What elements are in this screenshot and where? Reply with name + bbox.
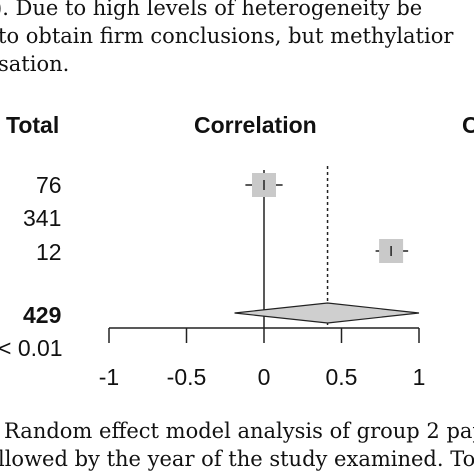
paper-text-line-2: to obtain firm conclusions, but methylat… [0,24,454,48]
summary-total: 429 [23,302,62,328]
x-tick-label: -0.5 [166,364,207,390]
x-tick-label: 0.5 [325,364,358,390]
caption-line-2: llowed by the year of the study examined… [0,447,474,471]
x-tick-label: 0 [257,364,271,390]
caption-line-1: Random effect model analysis of group 2 … [4,419,474,443]
paper-text-line-3: sation. [0,52,70,76]
header-correlation: Correlation [194,112,317,138]
header-total: Total [6,112,60,138]
row-total-1: 76 [36,172,62,198]
x-tick-label: 1 [412,364,426,390]
x-tick-label: -1 [98,364,120,390]
p-value: < 0.01 [0,335,63,361]
summary-diamond [234,302,420,324]
paper-text-line-1: ). Due to high levels of heterogeneity b… [0,0,423,20]
row-total-3: 12 [36,239,62,265]
row-total-2: 341 [23,205,62,231]
header-right-partial: C [462,112,474,138]
